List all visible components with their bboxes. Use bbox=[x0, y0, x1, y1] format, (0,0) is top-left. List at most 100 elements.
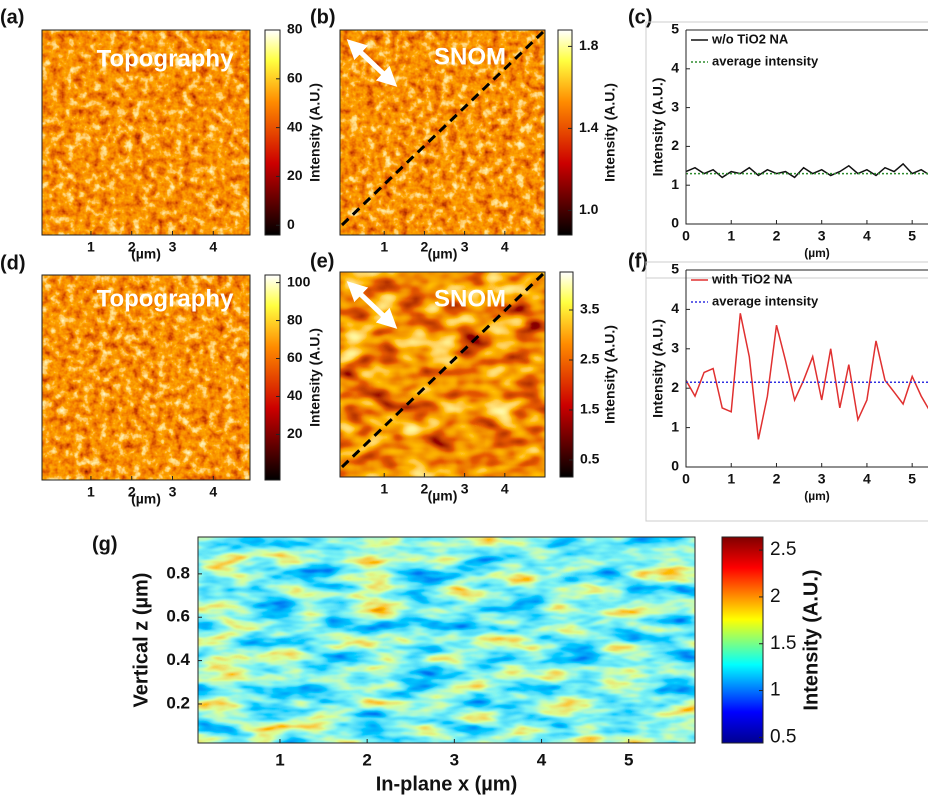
colorbar-tick-label: 40 bbox=[287, 118, 303, 134]
colorbar bbox=[559, 271, 574, 478]
axes-frame bbox=[685, 29, 928, 225]
y-tick-label: 0 bbox=[671, 215, 679, 231]
y-tick-label: 0 bbox=[671, 458, 679, 474]
y-tick-label: 5 bbox=[671, 21, 679, 37]
y-tick-label: 1 bbox=[671, 418, 679, 434]
series-line bbox=[686, 313, 928, 440]
x-tick-label: 3 bbox=[461, 481, 469, 497]
colorbar-tick-label: 1.5 bbox=[580, 401, 600, 417]
colorbar-label: Intensity (A.U.) bbox=[307, 83, 323, 182]
panel-label: (b) bbox=[310, 6, 336, 28]
x-tick-label: 1 bbox=[380, 481, 388, 497]
annotation: SNOM bbox=[434, 43, 506, 70]
y-tick-label: 0.4 bbox=[166, 650, 190, 669]
colorbar-label: Intensity (A.U.) bbox=[307, 328, 323, 427]
x-tick-label: 5 bbox=[908, 471, 916, 487]
colorbar-label: Intensity (A.U.) bbox=[602, 83, 618, 182]
x-axis-label: (µm) bbox=[131, 491, 161, 507]
x-tick-label: 4 bbox=[209, 239, 217, 255]
x-axis-label: (µm) bbox=[804, 246, 830, 260]
frame bbox=[197, 536, 696, 744]
x-tick-label: 4 bbox=[863, 471, 871, 487]
y-axis-label: Vertical z (µm) bbox=[130, 573, 152, 708]
frame bbox=[41, 274, 251, 481]
x-tick-label: 3 bbox=[818, 471, 826, 487]
panel-label: (e) bbox=[310, 250, 334, 272]
colorbar-tick-label: 60 bbox=[287, 70, 303, 86]
colorbar-tick-label: 100 bbox=[287, 273, 311, 289]
colorbar-tick-label: 0 bbox=[287, 216, 295, 232]
x-tick-label: 3 bbox=[169, 484, 177, 500]
colorbar-label: Intensity (A.U.) bbox=[602, 325, 618, 424]
x-tick-label: 1 bbox=[87, 484, 95, 500]
colorbar-tick-label: 40 bbox=[287, 387, 303, 403]
colorbar-tick-label: 20 bbox=[287, 425, 303, 441]
y-tick-label: 0.6 bbox=[166, 607, 190, 626]
x-axis-label: (µm) bbox=[428, 488, 458, 504]
colorbar-tick-label: 2.5 bbox=[770, 539, 796, 560]
colorbar-tick-label: 2 bbox=[770, 586, 781, 607]
x-tick-label: 5 bbox=[624, 750, 633, 769]
colorbar-tick-label: 1.8 bbox=[579, 37, 599, 53]
x-tick-label: 0 bbox=[682, 471, 690, 487]
polarization-arrow bbox=[346, 39, 398, 87]
frame bbox=[41, 29, 251, 236]
x-tick-label: 4 bbox=[209, 484, 217, 500]
colorbar-tick-label: 0.5 bbox=[580, 451, 600, 467]
x-tick-label: 1 bbox=[275, 750, 284, 769]
panel-label: (d) bbox=[0, 252, 26, 274]
annotation: Topography bbox=[97, 285, 235, 312]
y-tick-label: 1 bbox=[671, 176, 679, 192]
x-tick-label: 1 bbox=[727, 228, 735, 244]
x-tick-label: 1 bbox=[727, 471, 735, 487]
x-tick-label: 3 bbox=[450, 750, 459, 769]
colorbar bbox=[721, 536, 764, 744]
x-tick-label: 3 bbox=[461, 239, 469, 255]
x-tick-label: 2 bbox=[773, 228, 781, 244]
x-tick-label: 4 bbox=[501, 481, 509, 497]
x-axis-label: (µm) bbox=[428, 246, 458, 262]
y-axis-label: Intensity (A.U.) bbox=[650, 78, 666, 177]
profile-line bbox=[340, 272, 545, 469]
x-tick-label: 4 bbox=[501, 239, 509, 255]
y-tick-label: 3 bbox=[671, 340, 679, 356]
panel-label: (g) bbox=[92, 533, 118, 555]
y-tick-label: 0.8 bbox=[166, 563, 190, 582]
x-axis-label: (µm) bbox=[131, 246, 161, 262]
colorbar-tick-label: 3.5 bbox=[580, 301, 600, 317]
plot-border bbox=[645, 21, 928, 279]
legend-label: average intensity bbox=[712, 293, 819, 308]
x-tick-label: 3 bbox=[169, 239, 177, 255]
colorbar-label: Intensity (A.U.) bbox=[800, 569, 822, 710]
colorbar-tick-label: 0.5 bbox=[770, 726, 796, 747]
x-tick-label: 2 bbox=[128, 239, 136, 255]
plot-border bbox=[645, 261, 928, 522]
y-tick-label: 5 bbox=[671, 261, 679, 277]
x-axis-label: In-plane x (µm) bbox=[376, 773, 518, 795]
x-tick-label: 1 bbox=[380, 239, 388, 255]
y-tick-label: 2 bbox=[671, 137, 679, 153]
axes-frame bbox=[685, 269, 928, 468]
colorbar-tick-label: 1.5 bbox=[770, 633, 796, 654]
panel-label: (a) bbox=[0, 6, 24, 28]
y-axis-label: Intensity (A.U.) bbox=[650, 319, 666, 418]
colorbar-tick-label: 20 bbox=[287, 167, 303, 183]
y-tick-label: 4 bbox=[671, 60, 679, 76]
x-tick-label: 3 bbox=[818, 228, 826, 244]
colorbar-tick-label: 80 bbox=[287, 311, 303, 327]
frame bbox=[339, 29, 546, 236]
heatmap-image bbox=[42, 275, 250, 480]
x-tick-label: 2 bbox=[421, 239, 429, 255]
colorbar-tick-label: 2.5 bbox=[580, 351, 600, 367]
heatmap-image bbox=[198, 537, 695, 743]
panel-label: (c) bbox=[628, 6, 652, 28]
colorbar-tick-label: 1.4 bbox=[579, 119, 599, 135]
x-tick-label: 4 bbox=[863, 228, 871, 244]
colorbar-tick-label: 1.0 bbox=[579, 201, 599, 217]
y-tick-label: 4 bbox=[671, 300, 679, 316]
colorbar-tick-label: 80 bbox=[287, 21, 303, 37]
colorbar bbox=[264, 29, 281, 236]
annotation: SNOM bbox=[434, 285, 506, 312]
x-tick-label: 0 bbox=[682, 228, 690, 244]
